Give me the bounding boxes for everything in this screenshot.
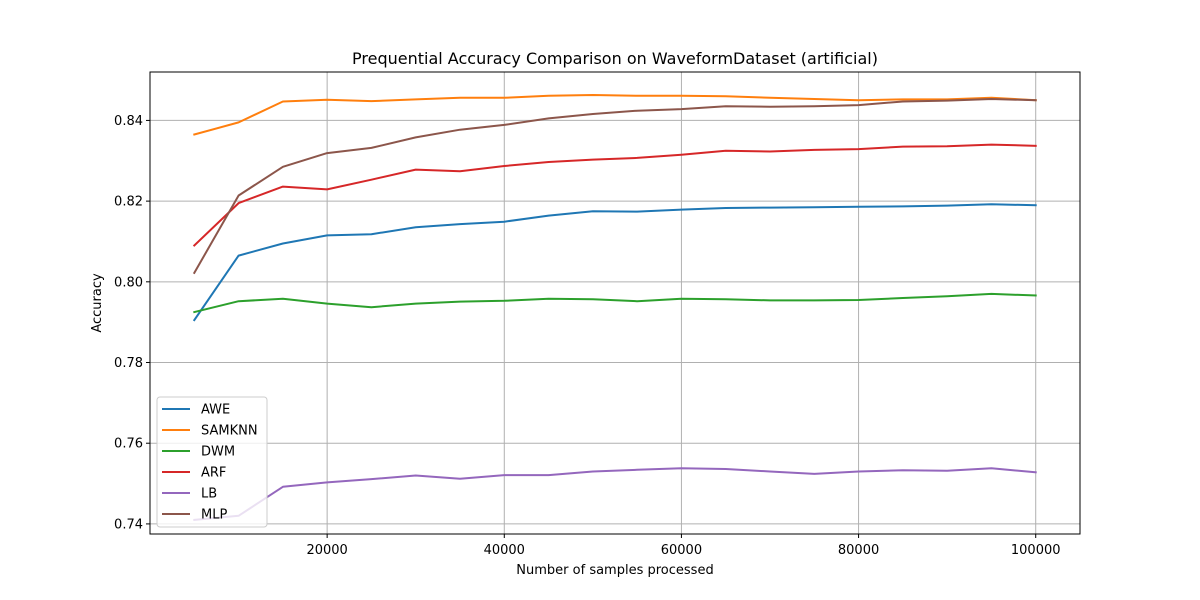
y-tick-label: 0.78 [114,356,143,371]
legend-label-dwm: DWM [201,445,235,460]
legend: AWE SAMKNN DWM ARF LB MLP [156,396,268,528]
legend-label-samknn: SAMKNN [201,424,258,439]
axis-ticks: 20000 40000 60000 80000 100000 0.74 0.76 0.78 0.… [114,114,1060,558]
x-tick-label: 40000 [484,543,525,558]
x-tick-label: 60000 [661,543,702,558]
legend-label-arf: ARF [201,466,226,481]
y-axis-label: Accuracy [90,273,105,333]
series-line-samknn [193,94,1037,136]
y-tick-label: 0.80 [114,275,143,290]
y-tick-label: 0.74 [114,517,143,532]
x-tick-label: 80000 [838,543,879,558]
series-lines [192,94,1037,521]
series-line-awe [192,203,1037,322]
y-tick-label: 0.84 [114,114,143,129]
legend-label-lb: LB [201,487,217,502]
grid [150,72,1080,534]
plot-frame [149,71,1081,535]
series-line-dwm [193,292,1037,314]
series-line-mlp [192,98,1037,275]
y-tick-label: 0.76 [114,437,143,452]
x-axis-label: Number of samples processed [516,563,713,578]
x-tick-label: 100000 [1011,543,1061,558]
series-line-arf [192,143,1037,247]
series-line-lb [193,467,1037,521]
chart-title: Prequential Accuracy Comparison on Wavef… [352,49,878,68]
y-tick-label: 0.82 [114,195,143,210]
legend-label-mlp: MLP [201,508,227,523]
legend-label-awe: AWE [201,403,230,418]
x-tick-label: 20000 [306,543,347,558]
